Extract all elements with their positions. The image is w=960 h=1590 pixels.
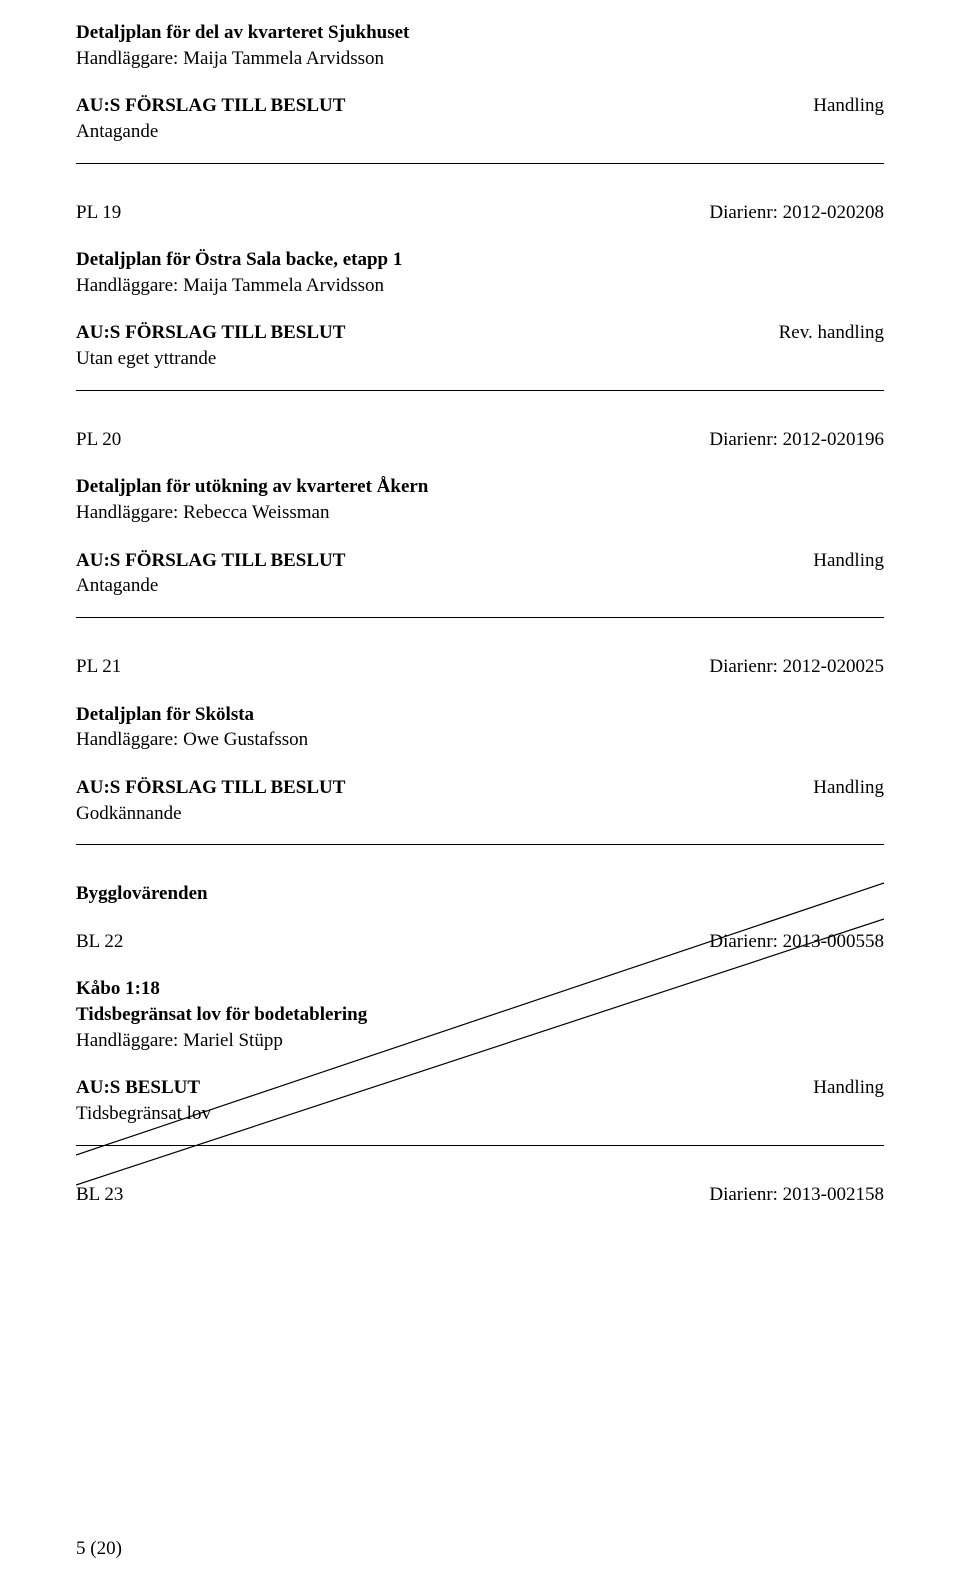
proposal-label: AU:S FÖRSLAG TILL BESLUT [76,775,345,801]
bl-row: BL 23 Diarienr: 2013-002158 [76,1182,884,1208]
divider [76,1145,884,1146]
diarienr-label: Diarienr: [709,1184,778,1205]
pl-label: PL 21 [76,654,121,680]
planning-item-block: PL 20 Diarienr: 2012-020196 Detaljplan f… [76,421,884,599]
handler-name: Maija Tammela Arvidsson [183,48,384,69]
item-subtitle: Tidsbegränsat lov för bodetablering [76,1002,884,1028]
item-title: Detaljplan för Östra Sala backe, etapp 1 [76,247,884,273]
diarienr-label: Diarienr: [709,931,778,952]
handler-label: Handläggare: [76,729,178,750]
divider [76,844,884,845]
pl-row: PL 20 Diarienr: 2012-020196 [76,427,884,453]
handler-name: Owe Gustafsson [183,729,308,750]
divider [76,163,884,164]
handler-name: Mariel Stüpp [183,1030,283,1051]
diarienr-label: Diarienr: [709,429,778,450]
diarienr-value: 2012-020208 [783,202,884,223]
handling-text: Rev. handling [779,320,884,346]
divider [76,390,884,391]
handler-line: Handläggare: Maija Tammela Arvidsson [76,46,884,72]
pl-label: PL 19 [76,200,121,226]
pl-row: PL 19 Diarienr: 2012-020208 [76,200,884,226]
section-heading: Bygglovärenden [76,881,884,907]
pl-label: PL 20 [76,427,121,453]
handler-label: Handläggare: [76,1030,178,1051]
decision-word: Antagande [76,119,884,145]
planning-item-block: PL 19 Diarienr: 2012-020208 Detaljplan f… [76,194,884,372]
proposal-row: AU:S FÖRSLAG TILL BESLUT Rev. handling [76,320,884,346]
item-title: Detaljplan för del av kvarteret Sjukhuse… [76,20,884,46]
item-title: Kåbo 1:18 [76,976,884,1002]
diarienr: Diarienr: 2013-002158 [709,1182,884,1208]
handler-label: Handläggare: [76,48,178,69]
proposal-label: AU:S FÖRSLAG TILL BESLUT [76,93,345,119]
handling-text: Handling [813,775,884,801]
handler-line: Handläggare: Mariel Stüpp [76,1028,884,1054]
struck-block-wrap: Bygglovärenden BL 22 Diarienr: 2013-0005… [76,875,884,1126]
handler-line: Handläggare: Rebecca Weissman [76,500,884,526]
handler-name: Maija Tammela Arvidsson [183,275,384,296]
diarienr-value: 2012-020025 [783,656,884,677]
item-title: Detaljplan för utökning av kvarteret Åke… [76,474,884,500]
decision-word: Godkännande [76,801,884,827]
bl-label: BL 23 [76,1182,123,1208]
proposal-row: AU:S BESLUT Handling [76,1075,884,1101]
handling-text: Handling [813,548,884,574]
planning-item-block: PL 21 Diarienr: 2012-020025 Detaljplan f… [76,648,884,826]
bl-row-only: BL 23 Diarienr: 2013-002158 [76,1176,884,1208]
proposal-label: AU:S FÖRSLAG TILL BESLUT [76,320,345,346]
handler-label: Handläggare: [76,275,178,296]
diarienr-label: Diarienr: [709,656,778,677]
item-title: Detaljplan för Skölsta [76,702,884,728]
planning-item-block: Detaljplan för del av kvarteret Sjukhuse… [76,20,884,145]
proposal-label: AU:S FÖRSLAG TILL BESLUT [76,548,345,574]
decision-word: Utan eget yttrande [76,346,884,372]
handler-line: Handläggare: Maija Tammela Arvidsson [76,273,884,299]
pl-row: PL 21 Diarienr: 2012-020025 [76,654,884,680]
diarienr-value: 2013-000558 [783,931,884,952]
proposal-row: AU:S FÖRSLAG TILL BESLUT Handling [76,93,884,119]
handling-text: Handling [813,93,884,119]
proposal-label: AU:S BESLUT [76,1075,200,1101]
divider [76,617,884,618]
bl-row: BL 22 Diarienr: 2013-000558 [76,929,884,955]
handler-line: Handläggare: Owe Gustafsson [76,727,884,753]
diarienr: Diarienr: 2013-000558 [709,929,884,955]
proposal-row: AU:S FÖRSLAG TILL BESLUT Handling [76,548,884,574]
page-number: 5 (20) [76,1536,122,1562]
diarienr: Diarienr: 2012-020196 [709,427,884,453]
decision-word: Antagande [76,573,884,599]
diarienr-value: 2013-002158 [783,1184,884,1205]
bl-label: BL 22 [76,929,123,955]
diarienr: Diarienr: 2012-020208 [709,200,884,226]
decision-word: Tidsbegränsat lov [76,1101,884,1127]
handling-text: Handling [813,1075,884,1101]
diarienr-value: 2012-020196 [783,429,884,450]
handler-name: Rebecca Weissman [183,502,329,523]
diarienr-label: Diarienr: [709,202,778,223]
proposal-row: AU:S FÖRSLAG TILL BESLUT Handling [76,775,884,801]
handler-label: Handläggare: [76,502,178,523]
diarienr: Diarienr: 2012-020025 [709,654,884,680]
bygglov-block: Bygglovärenden BL 22 Diarienr: 2013-0005… [76,875,884,1126]
